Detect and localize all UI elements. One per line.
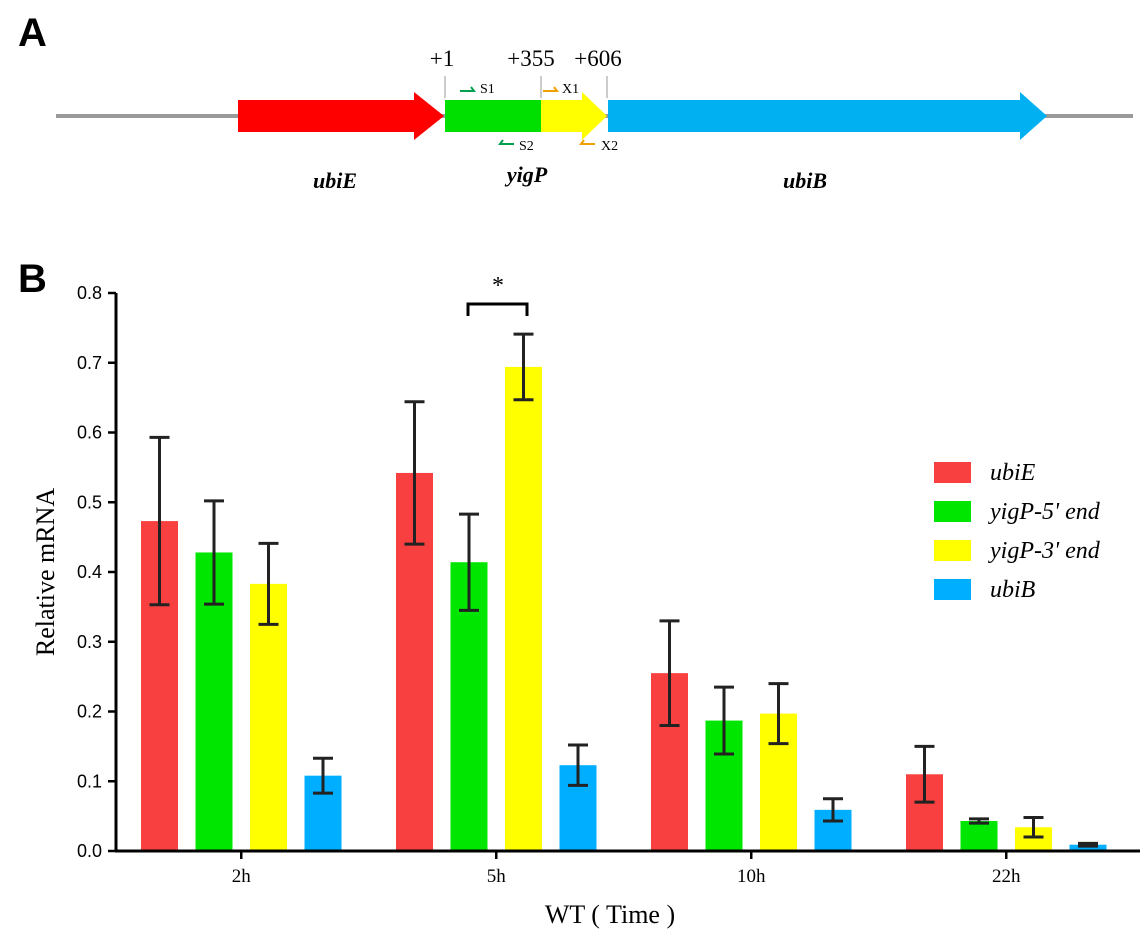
y-tick-label: 0.5 <box>77 492 102 512</box>
primer-x1-label: X1 <box>562 82 579 97</box>
bar-groups <box>141 366 1107 851</box>
primer-x2-arrow <box>579 139 595 145</box>
panel-b-label: B <box>18 257 47 301</box>
bar-2h-yigp-3-end <box>250 583 287 851</box>
y-tick-label: 0.0 <box>77 841 102 861</box>
y-tick-label: 0.6 <box>77 423 102 443</box>
legend-swatch <box>934 579 971 600</box>
primer-x1-arrow <box>543 86 559 92</box>
legend: ubiE yigP-5' end yigP-3' end ubiB <box>934 460 1101 603</box>
yigp-3-region <box>541 92 607 140</box>
error-bars <box>149 332 1098 848</box>
gene-label-yigp: yigP <box>504 162 548 187</box>
y-tick-label: 0.3 <box>77 632 102 652</box>
bar-22h-ubib <box>1069 844 1107 851</box>
significance-star: * <box>492 273 504 299</box>
legend-label: yigP-3' end <box>988 538 1101 564</box>
panel-a-label: A <box>18 11 47 55</box>
x-tick-label: 5h <box>487 866 507 887</box>
panel-b: B 0.0 0.1 0.2 0.3 0.4 0.5 0.6 0.7 0.8 2h 5h 10h 22h… <box>18 257 1140 929</box>
legend-swatch <box>934 462 971 483</box>
significance-bracket <box>466 302 529 316</box>
x-tick-label: 10h <box>737 866 766 887</box>
primer-s2-label: S2 <box>519 139 534 154</box>
x-tick-label: 2h <box>232 866 252 887</box>
legend-swatch <box>934 501 971 522</box>
position-plus355: +355 <box>507 46 554 71</box>
legend-label: ubiE <box>990 460 1036 486</box>
y-tick-label: 0.2 <box>77 702 102 722</box>
y-axis-title: Relative mRNA <box>31 488 60 656</box>
primer-s2-arrow <box>498 139 514 145</box>
panel-a: A +1 +355 +606 S1 X1 S2 X2 ubiE yigP ubi… <box>18 11 1133 193</box>
x-axis-title: WT ( Time ) <box>545 900 675 929</box>
y-tick-label: 0.7 <box>77 353 102 373</box>
bar-5h-yigp-3-end <box>505 366 542 851</box>
yigp-5-region <box>445 100 541 132</box>
x-tick-label: 22h <box>992 866 1021 887</box>
ubib-gene-arrow <box>608 92 1047 140</box>
ubie-gene-arrow <box>238 92 444 140</box>
gene-label-ubib: ubiB <box>783 168 827 193</box>
primer-s1-arrow <box>460 86 476 92</box>
y-tick-label: 0.4 <box>77 562 102 582</box>
y-axis-ticks: 0.0 0.1 0.2 0.3 0.4 0.5 0.6 0.7 0.8 <box>77 283 116 861</box>
y-tick-label: 0.8 <box>77 283 102 303</box>
gene-label-ubie: ubiE <box>313 168 357 193</box>
legend-label: ubiB <box>990 577 1036 603</box>
primer-s1-label: S1 <box>480 82 495 97</box>
bar-22h-yigp-3-end <box>1015 827 1052 851</box>
bar-22h-yigp-5-end <box>960 821 998 851</box>
position-plus1: +1 <box>430 46 454 71</box>
y-tick-label: 0.1 <box>77 771 102 791</box>
legend-label: yigP-5' end <box>988 499 1101 525</box>
position-plus606: +606 <box>574 46 621 71</box>
x-axis-ticks: 2h 5h 10h 22h <box>232 851 1021 887</box>
primer-x2-label: X2 <box>601 139 618 154</box>
legend-swatch <box>934 540 971 561</box>
